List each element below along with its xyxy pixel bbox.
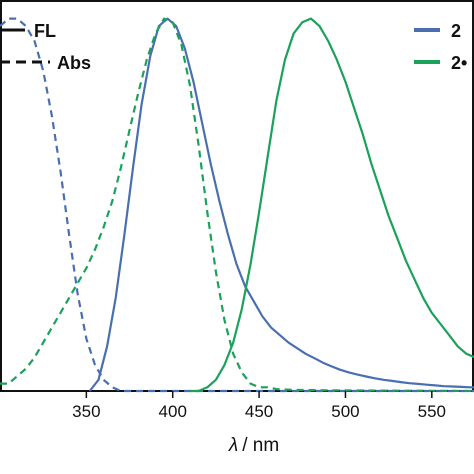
x-tick-label-350: 350 xyxy=(72,402,100,421)
x-axis-unit: / nm xyxy=(242,435,279,456)
legend-compounds: 2 2• xyxy=(414,21,467,73)
x-tick-label-450: 450 xyxy=(245,402,273,421)
svg-text:λ/ nm: λ / nm xyxy=(228,435,279,456)
legend-compound-2rad-label: 2• xyxy=(451,53,467,73)
x-axis-title: λ / nm xyxy=(228,435,279,456)
x-ticks: 350 400 450 500 550 xyxy=(72,391,446,421)
x-tick-label-400: 400 xyxy=(159,402,187,421)
legend-fl-label: FL xyxy=(34,21,56,41)
x-tick-label-500: 500 xyxy=(331,402,359,421)
legend-linestyle: FL Abs xyxy=(0,21,91,73)
series-line-2 xyxy=(0,17,474,393)
series-line-1 xyxy=(88,17,474,392)
x-axis-symbol: λ xyxy=(228,435,238,456)
series-layer xyxy=(0,17,474,393)
legend-compound-2-label: 2 xyxy=(451,21,461,41)
x-tick-label-550: 550 xyxy=(418,402,446,421)
series-line-0 xyxy=(0,17,474,393)
legend-abs-label: Abs xyxy=(57,53,91,73)
series-line-3 xyxy=(190,17,474,393)
